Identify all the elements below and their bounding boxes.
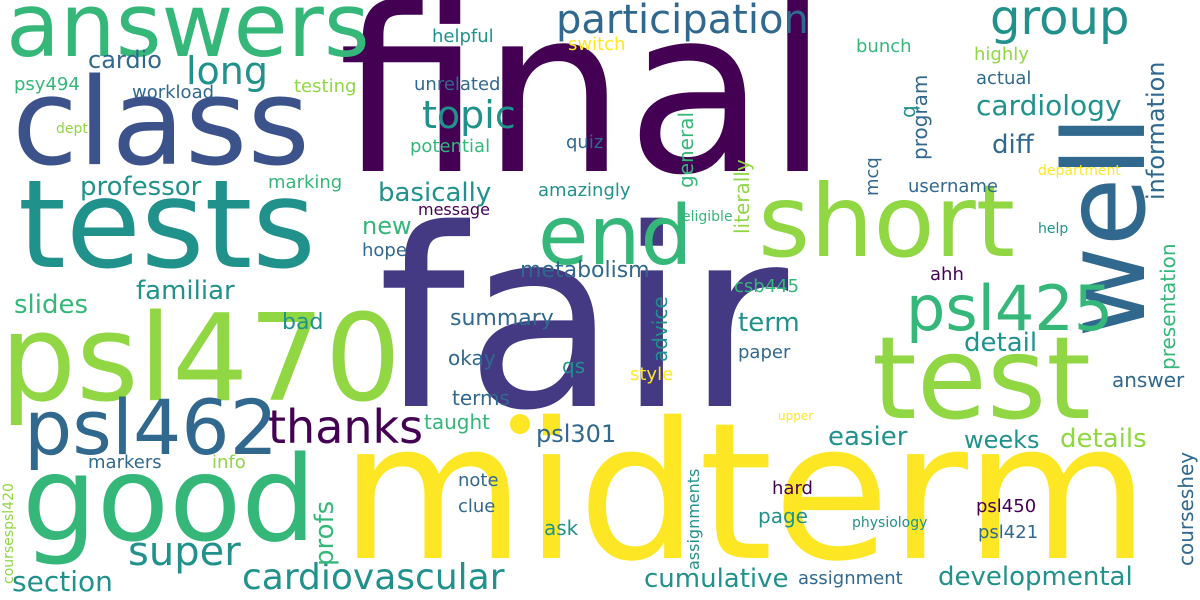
word-bad: bad — [282, 310, 324, 335]
word-professor: professor — [80, 172, 202, 202]
word-slides: slides — [14, 290, 89, 320]
word-quiz: quiz — [566, 132, 604, 153]
word-cardio: cardio — [88, 46, 162, 74]
word-test: test — [872, 312, 1091, 445]
word-developmental: developmental — [938, 562, 1133, 592]
word-diff: diff — [992, 130, 1034, 160]
word-weeks: weeks — [964, 426, 1040, 454]
word-unrelated: unrelated — [414, 74, 501, 95]
word-summary: summary — [450, 306, 554, 331]
word-potential: potential — [410, 136, 491, 157]
word-coursespsl420: coursespsl420 — [1, 483, 17, 584]
dot-mark — [510, 414, 530, 434]
word-workload: workload — [132, 82, 215, 103]
word-psl462: psl462 — [24, 383, 279, 472]
word-testing: testing — [294, 76, 357, 97]
word-answer: answer — [1112, 368, 1185, 392]
word-psl450: psl450 — [976, 496, 1037, 517]
word-upper: upper — [778, 409, 814, 423]
word-markers: markers — [88, 452, 162, 473]
word-general: general — [674, 111, 698, 188]
word-term: term — [738, 308, 800, 338]
word-psl425: psl425 — [906, 272, 1114, 345]
word-terms: terms — [452, 386, 510, 410]
word-detail: detail — [964, 328, 1038, 358]
word-ask: ask — [544, 516, 579, 540]
word-psl301: psl301 — [536, 420, 617, 448]
word-group: group — [990, 0, 1130, 46]
word-note: note — [458, 470, 499, 491]
word-metabolism: metabolism — [520, 258, 650, 283]
word-information: information — [1142, 61, 1170, 200]
word-paper: paper — [738, 342, 791, 363]
word-section: section — [12, 565, 113, 598]
word-psl470: psl470 — [0, 290, 402, 429]
word-advice: advice — [648, 296, 672, 362]
word-page: page — [758, 504, 808, 528]
word-profs: profs — [310, 500, 340, 566]
word-username: username — [908, 176, 998, 197]
word-good: good — [22, 430, 317, 568]
word-info: info — [212, 452, 246, 473]
word-thanks: thanks — [268, 400, 424, 454]
word-assignment: assignment — [798, 568, 903, 589]
word-midterm: midterm — [340, 382, 1150, 600]
word-super: super — [128, 529, 241, 575]
word-new: new — [362, 212, 412, 240]
word-final: final — [338, 0, 830, 225]
word-actual: actual — [976, 68, 1032, 89]
word-csb445: csb445 — [734, 276, 800, 297]
word-details: details — [1060, 424, 1147, 454]
word-basically: basically — [378, 178, 492, 208]
word-cumulative: cumulative — [644, 564, 789, 594]
word-class: class — [12, 54, 310, 193]
word-q: q — [896, 105, 920, 118]
word-short: short — [758, 163, 1015, 280]
word-helpful: helpful — [432, 26, 494, 47]
word-cardiology: cardiology — [976, 89, 1122, 122]
word-psy494: psy494 — [14, 74, 80, 95]
word-psl421: psl421 — [978, 522, 1039, 543]
word-marking: marking — [268, 172, 343, 193]
word-easier: easier — [828, 422, 908, 452]
word-dept: dept — [56, 121, 88, 137]
word-amazingly: amazingly — [538, 180, 631, 201]
word-switch: switch — [568, 34, 626, 55]
word-cardiovascular: cardiovascular — [242, 557, 505, 598]
word-style: style — [630, 364, 674, 385]
word-clue: clue — [458, 496, 496, 517]
word-bunch: bunch — [856, 36, 912, 57]
word-familiar: familiar — [136, 276, 235, 306]
word-presentation: presentation — [1156, 243, 1180, 370]
word-assignments: assignments — [684, 468, 703, 570]
word-department: department — [1038, 163, 1121, 179]
word-ahh: ahh — [930, 264, 964, 285]
word-qs: qs — [562, 354, 586, 378]
word-tests: tests — [18, 154, 316, 296]
word-end: end — [538, 189, 693, 284]
word-physiology: physiology — [852, 515, 928, 531]
word-courseshey: courseshey — [1174, 451, 1198, 566]
word-message: message — [418, 200, 490, 219]
word-long: long — [186, 49, 269, 93]
word-fair: fair — [378, 177, 789, 465]
word-eligible: eligible — [682, 209, 733, 225]
word-answers: answers — [6, 0, 370, 77]
word-mcq: mcq — [862, 157, 883, 196]
word-literally: literally — [730, 159, 754, 234]
word-highly: highly — [974, 44, 1029, 65]
word-participation: participation — [556, 0, 809, 43]
word-taught: taught — [424, 410, 490, 434]
word-okay: okay — [448, 346, 496, 370]
word-hard: hard — [772, 478, 813, 499]
word-hope: hope — [362, 240, 407, 261]
word-topic: topic — [422, 93, 516, 137]
word-help: help — [1038, 221, 1069, 237]
